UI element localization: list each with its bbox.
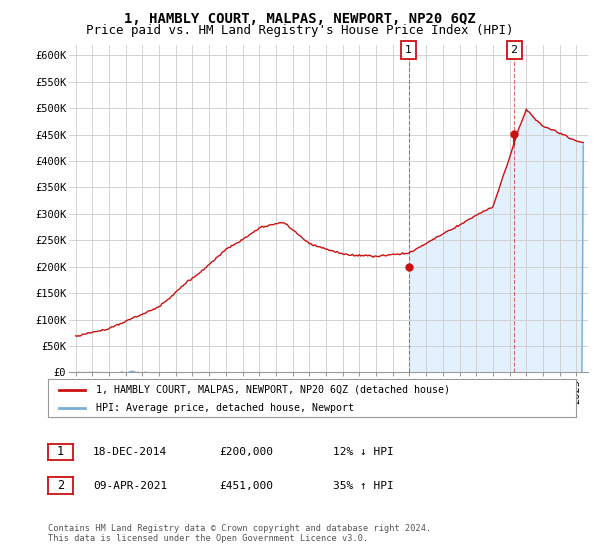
Text: £200,000: £200,000 [219, 447, 273, 457]
Text: 2: 2 [511, 45, 518, 55]
Text: Contains HM Land Registry data © Crown copyright and database right 2024.
This d: Contains HM Land Registry data © Crown c… [48, 524, 431, 543]
Text: HPI: Average price, detached house, Newport: HPI: Average price, detached house, Newp… [95, 403, 353, 413]
Text: Price paid vs. HM Land Registry's House Price Index (HPI): Price paid vs. HM Land Registry's House … [86, 24, 514, 36]
Text: £451,000: £451,000 [219, 480, 273, 491]
Text: 35% ↑ HPI: 35% ↑ HPI [333, 480, 394, 491]
Text: 09-APR-2021: 09-APR-2021 [93, 480, 167, 491]
Text: 1: 1 [57, 445, 64, 459]
Text: 2: 2 [57, 479, 64, 492]
Text: 18-DEC-2014: 18-DEC-2014 [93, 447, 167, 457]
Text: 1, HAMBLY COURT, MALPAS, NEWPORT, NP20 6QZ: 1, HAMBLY COURT, MALPAS, NEWPORT, NP20 6… [124, 12, 476, 26]
Text: 12% ↓ HPI: 12% ↓ HPI [333, 447, 394, 457]
Text: 1: 1 [405, 45, 412, 55]
Text: 1, HAMBLY COURT, MALPAS, NEWPORT, NP20 6QZ (detached house): 1, HAMBLY COURT, MALPAS, NEWPORT, NP20 6… [95, 385, 449, 395]
